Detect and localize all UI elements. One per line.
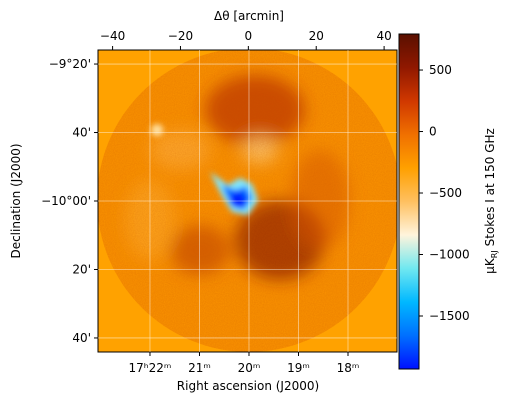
x2-tick-label: 40 bbox=[376, 29, 391, 43]
x-axis-title: Right ascension (J2000) bbox=[177, 379, 319, 393]
x-tick-label: 20ᵐ bbox=[238, 361, 261, 375]
y-tick-label: 40' bbox=[72, 331, 91, 345]
x-tick-label: 19ᵐ bbox=[287, 361, 310, 375]
colorbar-tick-label: 500 bbox=[429, 63, 452, 77]
x2-tick-label: −20 bbox=[168, 29, 193, 43]
colorbar-tick-label: 0 bbox=[429, 125, 437, 139]
colorbar-unit: μK bbox=[483, 257, 497, 274]
y-tick-label: 20' bbox=[72, 262, 91, 276]
x2-axis-title: Δθ [arcmin] bbox=[214, 9, 284, 23]
y-tick-label: −9°20' bbox=[49, 57, 91, 71]
x-tick-label: 17ʰ22ᵐ bbox=[129, 361, 172, 375]
x2-tick-label: −40 bbox=[100, 29, 125, 43]
x-tick-label: 18ᵐ bbox=[337, 361, 360, 375]
colorbar-tick-label: −1000 bbox=[429, 248, 470, 262]
y-tick-label: −10°00' bbox=[41, 194, 91, 208]
colorbar-tick-label: −500 bbox=[429, 186, 462, 200]
colorbar-tick-label: −1500 bbox=[429, 309, 470, 323]
colorbar-unit-sub: RJ bbox=[490, 250, 499, 258]
colorbar-text: Stokes I at 150 GHz bbox=[483, 128, 497, 246]
colorbar-title: μKRJ Stokes I at 150 GHz bbox=[483, 128, 499, 274]
colorbar bbox=[398, 33, 420, 370]
y-tick-label: 40' bbox=[72, 126, 91, 140]
x2-tick-label: 20 bbox=[309, 29, 324, 43]
x2-tick-label: 0 bbox=[245, 29, 253, 43]
y-axis-title: Declination (J2000) bbox=[9, 143, 23, 258]
x-tick-label: 21ᵐ bbox=[188, 361, 211, 375]
